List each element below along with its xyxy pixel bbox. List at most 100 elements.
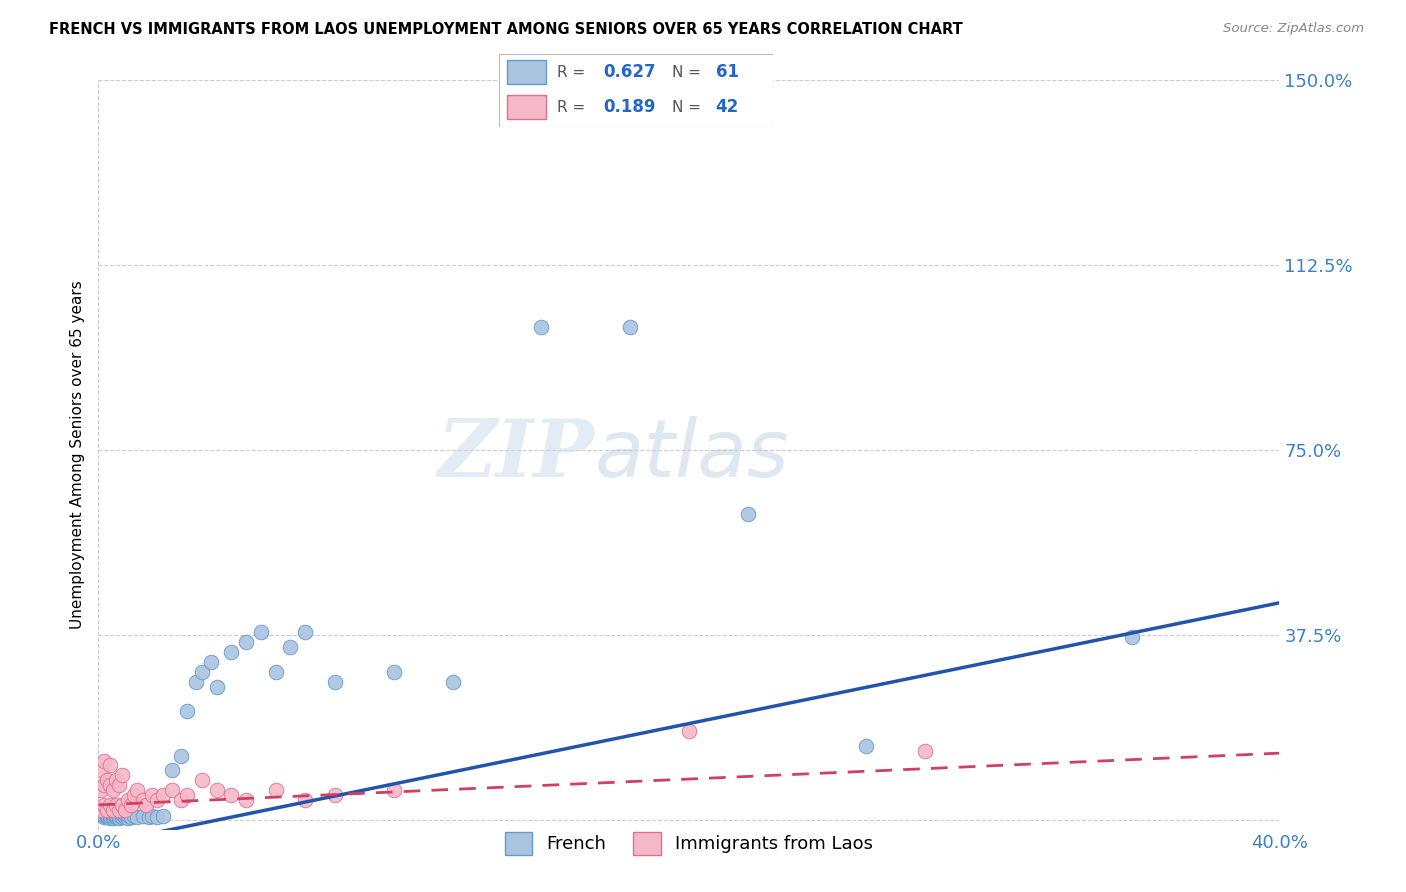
Point — [162, 783, 183, 797]
FancyBboxPatch shape — [499, 54, 773, 127]
Point — [114, 807, 136, 822]
Point — [111, 797, 134, 812]
Text: R =: R = — [557, 65, 591, 79]
Point — [98, 809, 121, 823]
Point — [96, 804, 118, 818]
Point — [103, 811, 125, 825]
Point — [103, 804, 125, 818]
Point — [93, 778, 115, 792]
Point — [93, 807, 115, 822]
Point — [619, 319, 641, 334]
Point — [90, 805, 112, 820]
Point — [250, 625, 273, 640]
Point — [96, 800, 118, 814]
Point — [114, 810, 136, 824]
Point — [108, 811, 131, 825]
Point — [120, 810, 142, 824]
Point — [90, 807, 112, 822]
Text: 0.627: 0.627 — [603, 63, 657, 81]
Point — [146, 810, 169, 824]
Point — [108, 807, 131, 822]
Point — [111, 768, 134, 782]
Text: atlas: atlas — [595, 416, 789, 494]
Point — [132, 793, 155, 807]
Point — [114, 803, 136, 817]
Point — [108, 803, 131, 817]
Point — [280, 640, 302, 655]
Point — [235, 793, 257, 807]
Point — [855, 739, 877, 753]
Point — [105, 805, 128, 820]
Point — [264, 783, 287, 797]
Point — [103, 806, 125, 821]
Point — [382, 783, 405, 797]
Point — [90, 783, 112, 797]
Point — [103, 803, 125, 817]
Point — [98, 806, 121, 821]
Text: 61: 61 — [716, 63, 738, 81]
Point — [141, 809, 163, 823]
FancyBboxPatch shape — [508, 95, 546, 120]
Point — [1121, 630, 1143, 644]
Point — [135, 797, 157, 812]
Point — [96, 810, 118, 824]
Text: 0.189: 0.189 — [603, 98, 655, 116]
Point — [98, 758, 121, 772]
Point — [737, 507, 759, 521]
Point — [93, 754, 115, 768]
Point — [90, 764, 112, 778]
Point — [221, 788, 243, 802]
Point — [382, 665, 405, 679]
Y-axis label: Unemployment Among Seniors over 65 years: Unemployment Among Seniors over 65 years — [69, 281, 84, 629]
Point — [96, 773, 118, 788]
Point — [111, 810, 134, 824]
Point — [117, 793, 139, 807]
Point — [294, 793, 316, 807]
Point — [108, 778, 131, 792]
Point — [170, 793, 193, 807]
Point — [93, 797, 115, 812]
Point — [90, 803, 112, 817]
Point — [176, 704, 198, 718]
Point — [441, 674, 464, 689]
Point — [170, 748, 193, 763]
Point — [98, 811, 121, 825]
Point — [122, 809, 145, 823]
Point — [93, 810, 115, 824]
Point — [191, 665, 214, 679]
FancyBboxPatch shape — [508, 60, 546, 84]
Point — [162, 764, 183, 778]
Point — [323, 788, 346, 802]
Point — [678, 723, 700, 738]
Point — [93, 805, 115, 820]
Point — [105, 797, 128, 812]
Point — [235, 635, 257, 649]
Point — [96, 806, 118, 821]
Legend: French, Immigrants from Laos: French, Immigrants from Laos — [498, 825, 880, 862]
Point — [914, 744, 936, 758]
Point — [125, 810, 148, 824]
Point — [96, 809, 118, 823]
Point — [111, 806, 134, 821]
Text: N =: N = — [672, 100, 706, 115]
Point — [323, 674, 346, 689]
Point — [152, 809, 174, 823]
Point — [191, 773, 214, 788]
Point — [90, 803, 112, 817]
Text: 42: 42 — [716, 98, 740, 116]
Point — [117, 811, 139, 825]
Point — [221, 645, 243, 659]
Text: N =: N = — [672, 65, 706, 79]
Point — [120, 797, 142, 812]
Point — [125, 783, 148, 797]
Point — [132, 809, 155, 823]
Point — [98, 778, 121, 792]
Point — [96, 803, 118, 817]
Point — [264, 665, 287, 679]
Point — [294, 625, 316, 640]
Point — [205, 680, 228, 694]
Point — [141, 788, 163, 802]
Point — [117, 808, 139, 822]
Point — [103, 809, 125, 823]
Point — [184, 674, 207, 689]
